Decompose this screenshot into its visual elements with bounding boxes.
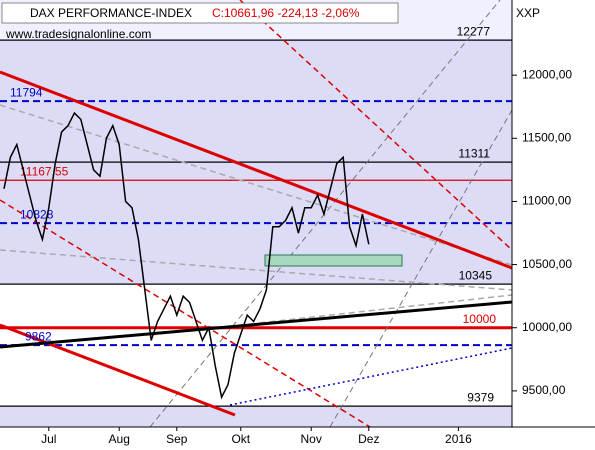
support-zone bbox=[264, 254, 403, 267]
x-tick-label: Dez bbox=[358, 432, 379, 446]
trend-line bbox=[0, 70, 513, 270]
trend-line bbox=[149, 0, 501, 428]
level-label: 9379 bbox=[467, 390, 494, 404]
trend-line bbox=[0, 300, 513, 349]
y-tick-label: 11000,00 bbox=[522, 194, 571, 208]
y-tick-label: 10500,00 bbox=[522, 257, 572, 271]
y-tick-label: 9500,00 bbox=[522, 383, 566, 397]
trend-line bbox=[329, 109, 513, 428]
price-line bbox=[3, 111, 370, 400]
header-box bbox=[1, 2, 399, 24]
level-label: 10345 bbox=[459, 268, 493, 282]
level-label: 10828 bbox=[20, 207, 54, 221]
x-tick-label: Sep bbox=[166, 432, 188, 446]
trend-line bbox=[0, 249, 513, 291]
level-label: 9862 bbox=[25, 329, 52, 343]
bands bbox=[0, 0, 512, 427]
level-label: 11167,55 bbox=[20, 164, 69, 178]
trend-line bbox=[239, 0, 513, 251]
symbol: XXP bbox=[516, 6, 540, 20]
level-label: 12277 bbox=[457, 24, 491, 38]
x-tick-label: Jul bbox=[41, 432, 56, 446]
y-tick-label: 12000,00 bbox=[522, 67, 572, 81]
x-tick-label: 2016 bbox=[445, 432, 472, 446]
y-tick-label: 11500,00 bbox=[522, 130, 571, 144]
chart-title: DAX PERFORMANCE-INDEX bbox=[30, 6, 192, 20]
trend-line bbox=[0, 199, 371, 428]
level-label: 10000 bbox=[463, 312, 497, 326]
x-tick-label: Okt bbox=[231, 432, 250, 446]
level-label: 11311 bbox=[458, 146, 490, 160]
y-tick-label: 10000,00 bbox=[522, 320, 572, 334]
level-label: 11794 bbox=[10, 85, 43, 99]
chart-subtitle: C:10661,96 -224,13 -2,06% bbox=[212, 6, 360, 20]
band bbox=[0, 406, 512, 427]
source: www.tradesignalonline.com bbox=[5, 27, 151, 41]
x-tick-label: Aug bbox=[109, 432, 130, 446]
trend-lines bbox=[0, 0, 513, 428]
x-tick-label: Nov bbox=[301, 432, 322, 446]
plot: 9500,00 10000,00 10500,00 11000,00 11500,00 1… bbox=[3, 24, 572, 446]
trend-line bbox=[0, 323, 236, 417]
